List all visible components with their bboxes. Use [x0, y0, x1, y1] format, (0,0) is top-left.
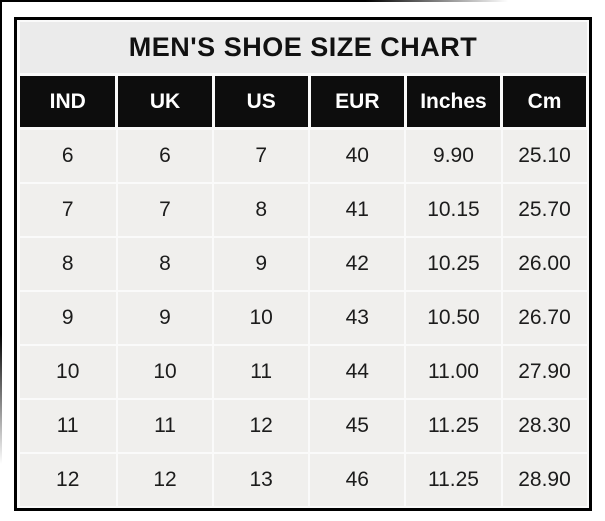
table-cell: 11 — [17, 398, 118, 454]
column-header-uk: UK — [115, 73, 215, 130]
column-header-eur: EUR — [307, 73, 407, 130]
table-cell: 7 — [115, 182, 215, 238]
table-cell: 10.50 — [404, 290, 503, 346]
table-cell: 6 — [115, 127, 215, 184]
table-cell: 8 — [17, 236, 118, 292]
table-row: 12 12 13 46 11.25 28.90 — [17, 452, 589, 508]
table-cell: 43 — [308, 290, 407, 346]
table-body: 6 6 7 40 9.90 25.10 7 7 8 41 10.15 25.70 8 8 9 42 10.25 2… — [17, 127, 589, 508]
table-cell: 9.90 — [404, 127, 503, 184]
table-cell: 28.30 — [500, 398, 589, 454]
chart-title: MEN'S SHOE SIZE CHART — [17, 20, 589, 76]
title-row: MEN'S SHOE SIZE CHART — [17, 20, 589, 76]
table-row: 6 6 7 40 9.90 25.10 — [17, 127, 589, 184]
table-cell: 8 — [115, 236, 215, 292]
table-cell: 46 — [308, 452, 407, 508]
table-cell: 8 — [212, 182, 311, 238]
table-cell: 9 — [115, 290, 215, 346]
column-header-ind: IND — [16, 73, 119, 130]
table-cell: 11.00 — [404, 344, 503, 400]
table-cell: 10.15 — [404, 182, 503, 238]
table-cell: 11.25 — [404, 452, 503, 508]
table-row: 9 9 10 43 10.50 26.70 — [17, 290, 589, 346]
scan-edge-top-line — [0, 0, 508, 2]
column-header-inches: Inches — [403, 73, 504, 130]
table-cell: 26.70 — [500, 290, 589, 346]
table-cell: 11 — [212, 344, 311, 400]
table-cell: 42 — [308, 236, 407, 292]
table-cell: 27.90 — [500, 344, 589, 400]
table-cell: 9 — [212, 236, 311, 292]
shoe-size-chart-frame: MEN'S SHOE SIZE CHART IND UK US EUR Inches Cm… — [14, 17, 592, 511]
table-cell: 6 — [17, 127, 118, 184]
table-cell: 13 — [212, 452, 311, 508]
table-cell: 12 — [115, 452, 215, 508]
table-cell: 10 — [212, 290, 311, 346]
table-cell: 11 — [115, 398, 215, 454]
table-row: 7 7 8 41 10.15 25.70 — [17, 182, 589, 238]
table-cell: 26.00 — [500, 236, 589, 292]
column-header-us: US — [211, 73, 311, 130]
table-cell: 28.90 — [500, 452, 589, 508]
table-row: 8 8 9 42 10.25 26.00 — [17, 236, 589, 292]
table-cell: 12 — [17, 452, 118, 508]
table-cell: 44 — [308, 344, 407, 400]
table-row: 10 10 11 44 11.00 27.90 — [17, 344, 589, 400]
table-cell: 7 — [212, 127, 311, 184]
header-row: IND UK US EUR Inches Cm — [16, 73, 589, 130]
table-cell: 9 — [17, 290, 118, 346]
table-cell: 25.10 — [500, 127, 589, 184]
column-header-cm: Cm — [500, 73, 589, 130]
table-cell: 7 — [17, 182, 118, 238]
table-cell: 41 — [308, 182, 407, 238]
scan-edge-left-line — [0, 0, 2, 464]
table-cell: 10 — [17, 344, 118, 400]
table-cell: 11.25 — [404, 398, 503, 454]
table-cell: 12 — [212, 398, 311, 454]
table-cell: 45 — [308, 398, 407, 454]
table-row: 11 11 12 45 11.25 28.30 — [17, 398, 589, 454]
table-cell: 25.70 — [500, 182, 589, 238]
table-cell: 10 — [115, 344, 215, 400]
table-cell: 10.25 — [404, 236, 503, 292]
shoe-size-table: MEN'S SHOE SIZE CHART IND UK US EUR Inches Cm… — [16, 20, 589, 508]
table-cell: 40 — [308, 127, 407, 184]
